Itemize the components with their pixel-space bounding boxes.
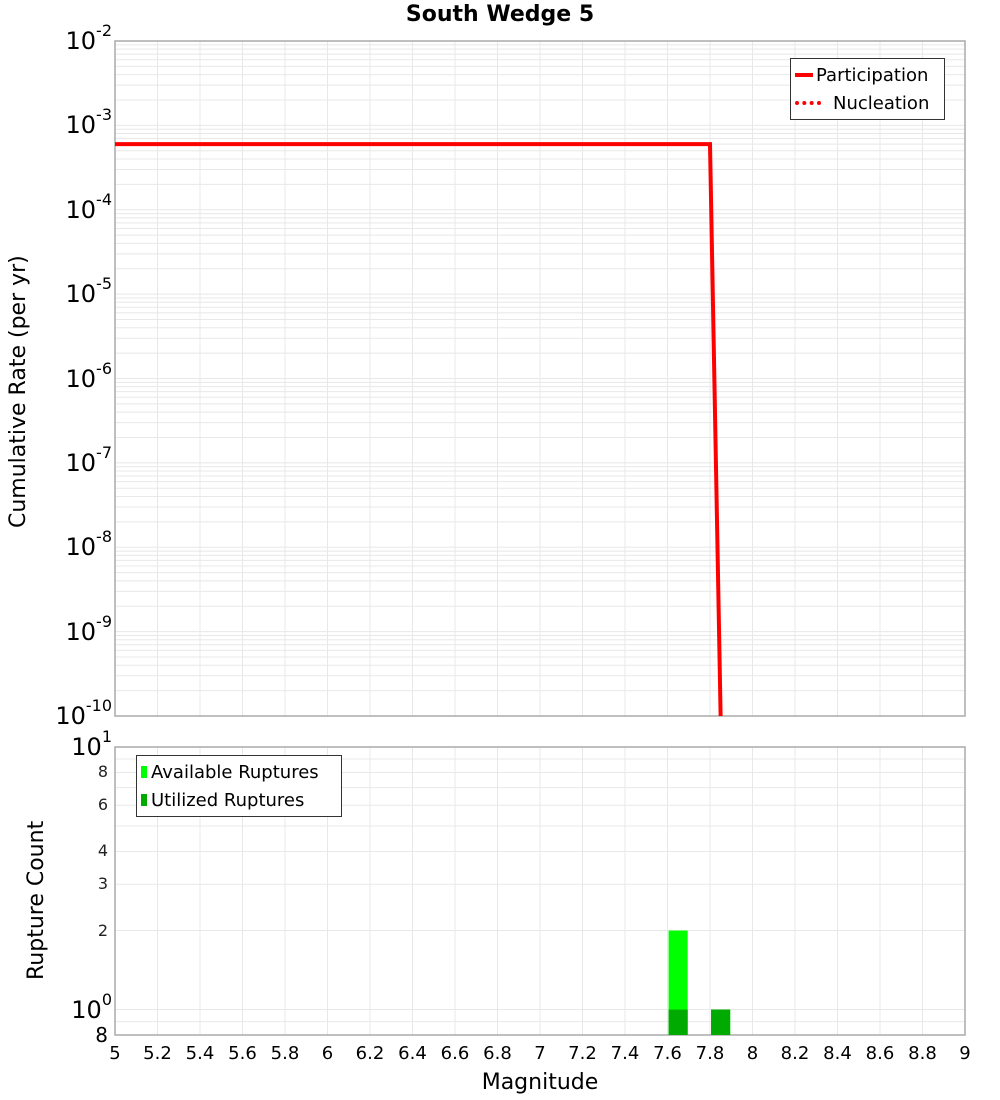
lower-y-minor-tick-label: 8 [95, 1023, 108, 1047]
bar-available-ruptures [668, 930, 688, 1035]
upper-y-tick-label: 10-7 [65, 442, 113, 477]
upper-y-tick-label: 10-5 [65, 274, 113, 309]
lower-y-minor-tick-label: 8 [97, 762, 108, 782]
upper-y-tick-label: 10-9 [65, 611, 113, 646]
lower-y-axis-title: Rupture Count [24, 820, 49, 980]
legend-item-nucleation: Nucleation [795, 89, 940, 117]
x-tick-label: 8.6 [865, 1043, 895, 1064]
upper-y-tick-label: 10-10 [55, 696, 112, 730]
x-axis-title: Magnitude [481, 1070, 599, 1095]
available-swatch-icon [141, 766, 147, 778]
legend-item-utilized: Utilized Ruptures [141, 786, 337, 814]
legend-item-available: Available Ruptures [141, 758, 337, 786]
upper-y-tick-label: 10-8 [65, 527, 113, 562]
x-tick-label: 6.6 [440, 1043, 470, 1064]
x-tick-label: 7.4 [610, 1043, 640, 1064]
upper-y-axis-title: Cumulative Rate (per yr) [6, 255, 31, 528]
lower-y-tick-label: 100 [71, 989, 112, 1024]
chart-title: South Wedge 5 [405, 2, 595, 27]
upper-y-tick-label: 10-2 [65, 21, 113, 55]
x-tick-label: 5.6 [228, 1043, 257, 1064]
utilized-swatch-icon [141, 794, 147, 806]
upper-y-tick-label: 10-4 [65, 189, 113, 224]
legend-label: Utilized Ruptures [151, 789, 305, 811]
lower-y-tick-label: 101 [71, 727, 112, 761]
x-tick-label: 5.4 [185, 1043, 215, 1064]
upper-y-tick-label: 10-3 [65, 105, 113, 140]
x-tick-label: 7 [534, 1043, 546, 1064]
lower-y-minor-tick-label: 6 [97, 795, 108, 815]
upper-y-tick-label: 10-6 [65, 358, 113, 393]
upper-legend: Participation Nucleation [790, 58, 945, 120]
x-tick-label: 6 [321, 1043, 334, 1064]
x-tick-label: 8.4 [823, 1043, 852, 1064]
bar-utilized-ruptures [668, 1009, 688, 1035]
x-tick-label: 5 [109, 1043, 121, 1064]
x-tick-label: 5.2 [143, 1043, 172, 1064]
legend-label: Participation [816, 64, 929, 86]
x-tick-label: 8.2 [780, 1043, 810, 1064]
series-line-nucleation [115, 142, 723, 717]
x-tick-label: 7.2 [568, 1043, 597, 1064]
lower-y-minor-tick-label: 2 [97, 920, 108, 940]
x-tick-label: 7.8 [695, 1043, 725, 1064]
series-line-participation [115, 142, 723, 717]
bar-utilized-ruptures [711, 1009, 731, 1035]
lower-y-minor-tick-label: 3 [97, 874, 108, 894]
x-tick-label: 8 [746, 1043, 759, 1064]
lower-plot-frame [114, 746, 966, 1036]
x-tick-label: 6.2 [355, 1043, 385, 1064]
solid-line-swatch-icon [795, 73, 813, 77]
dotted-line-swatch-icon [795, 101, 821, 105]
legend-label: Available Ruptures [151, 761, 319, 783]
lower-legend: Available Ruptures Utilized Ruptures [136, 755, 342, 817]
legend-item-participation: Participation [795, 61, 940, 89]
legend-label: Nucleation [833, 92, 930, 114]
x-tick-label: 6.8 [483, 1043, 512, 1064]
x-tick-label: 8.8 [908, 1043, 937, 1064]
lower-y-minor-tick-label: 4 [97, 841, 108, 861]
upper-plot-frame [114, 40, 966, 717]
x-tick-label: 6.4 [398, 1043, 427, 1064]
x-tick-label: 9 [959, 1043, 971, 1064]
x-tick-label: 7.6 [653, 1043, 682, 1064]
x-tick-label: 5.8 [270, 1043, 300, 1064]
